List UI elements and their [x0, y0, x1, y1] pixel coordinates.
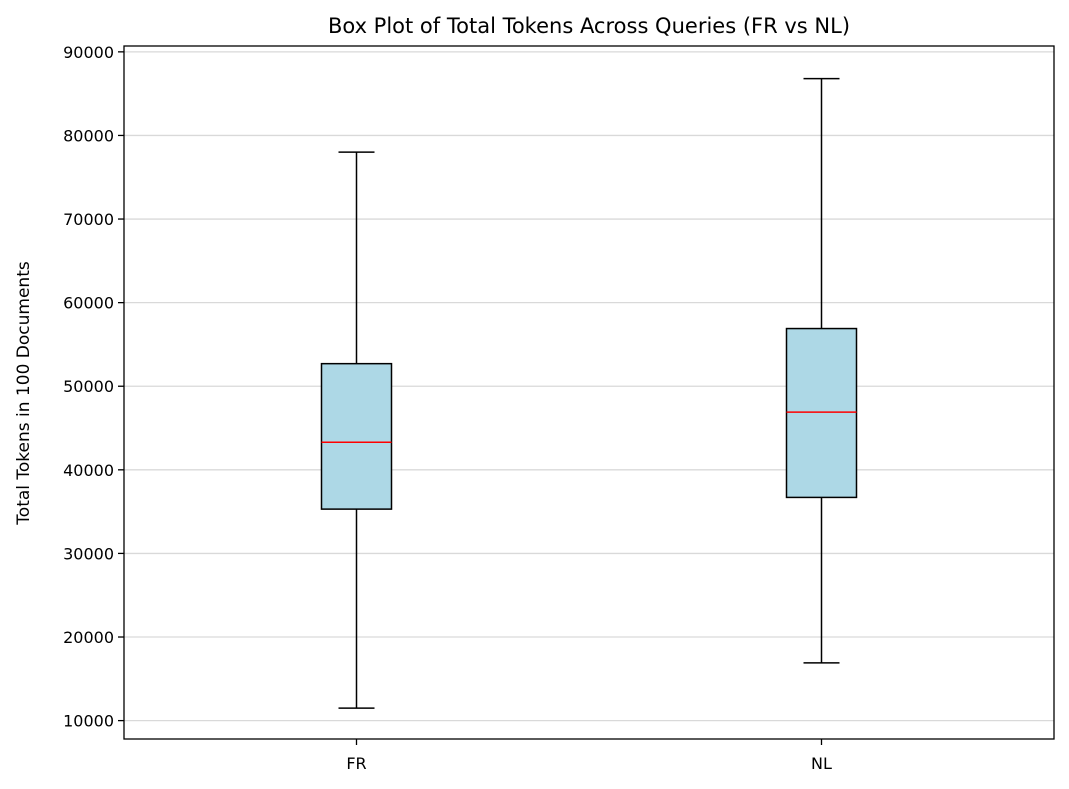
box-fr [320, 151, 393, 709]
y-tick-label: 70000 [63, 210, 114, 229]
iqr-box [785, 327, 858, 499]
y-tick-label: 60000 [63, 294, 114, 313]
x-tick-label: NL [811, 754, 832, 773]
chart-title: Box Plot of Total Tokens Across Queries … [328, 14, 850, 38]
y-axis-label: Total Tokens in 100 Documents [14, 261, 34, 526]
plot-area-frame [123, 45, 1055, 740]
x-tick-label: FR [346, 754, 366, 773]
y-tick-label: 20000 [63, 628, 114, 647]
y-tick-label: 30000 [63, 544, 114, 563]
y-axis: 10000 20000 30000 40000 50000 60000 70000 80000… [63, 43, 124, 731]
y-tick-label: 10000 [63, 712, 114, 731]
y-tick-label: 90000 [63, 43, 114, 62]
grid-lines [124, 51, 1054, 722]
y-tick-label: 50000 [63, 377, 114, 396]
iqr-box [320, 362, 393, 510]
y-tick-label: 80000 [63, 126, 114, 145]
y-tick-label: 40000 [63, 461, 114, 480]
x-axis: FR NL [346, 739, 832, 773]
box-nl [785, 77, 858, 664]
boxes-layer [320, 77, 858, 709]
